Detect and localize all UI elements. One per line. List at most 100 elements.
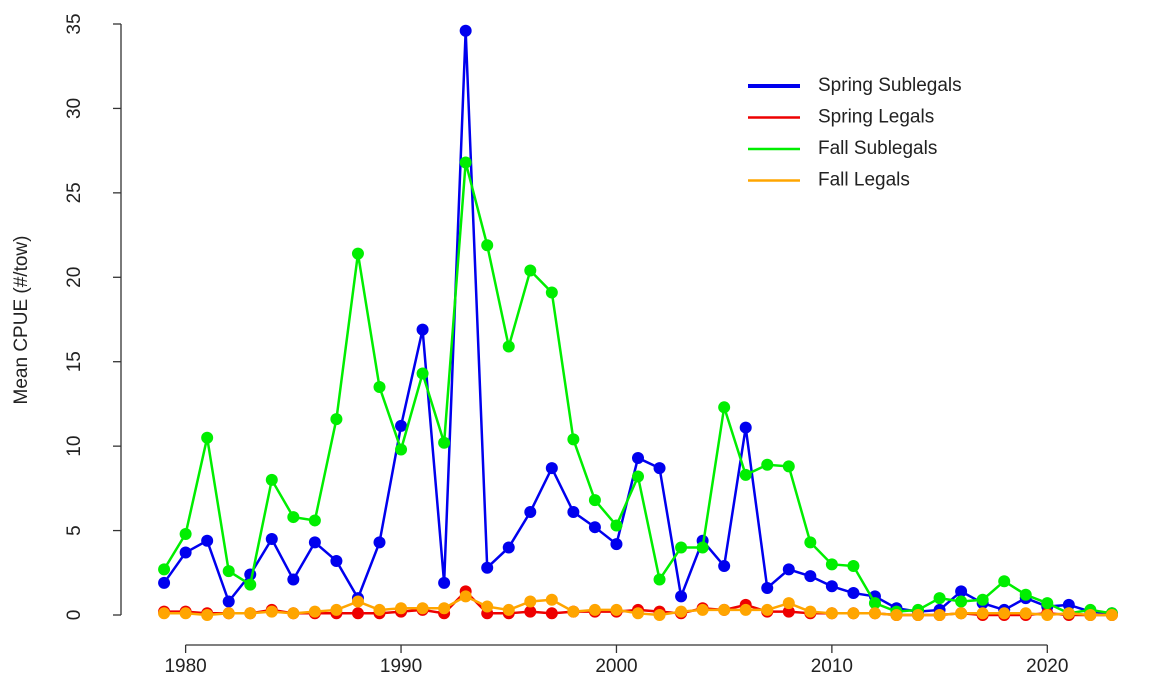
data-point — [588, 494, 601, 507]
data-point — [675, 590, 688, 603]
data-point — [502, 603, 515, 616]
data-point — [158, 576, 171, 589]
data-point — [481, 600, 494, 613]
data-point — [287, 573, 300, 586]
data-point — [567, 433, 580, 446]
data-point — [955, 595, 968, 608]
data-point — [847, 607, 860, 620]
data-point — [696, 541, 709, 554]
data-point — [718, 560, 731, 573]
data-point — [998, 607, 1011, 620]
data-point — [868, 597, 881, 610]
data-point — [416, 602, 429, 615]
data-point — [847, 560, 860, 573]
data-point — [632, 607, 644, 620]
data-point — [782, 563, 795, 576]
data-point — [933, 609, 946, 621]
data-point — [675, 541, 688, 554]
data-point — [545, 462, 558, 475]
data-point — [244, 607, 257, 620]
data-point — [179, 527, 192, 540]
y-tick-label: 15 — [64, 351, 85, 372]
data-point — [976, 607, 989, 620]
x-tick-label: 2000 — [595, 656, 637, 677]
data-point — [459, 156, 472, 169]
data-point — [825, 607, 838, 620]
data-point — [308, 514, 321, 527]
data-point — [265, 533, 278, 546]
data-point — [395, 443, 408, 456]
data-point — [545, 607, 558, 620]
data-point — [222, 565, 235, 578]
data-point — [201, 431, 214, 444]
data-point — [610, 538, 623, 551]
x-tick-label: 2010 — [811, 656, 853, 677]
data-point — [955, 585, 968, 598]
data-point — [739, 468, 752, 481]
y-tick-label: 5 — [64, 525, 85, 536]
data-point — [481, 239, 494, 252]
data-point — [804, 605, 817, 618]
data-point — [739, 603, 752, 616]
data-point — [1019, 607, 1032, 620]
data-point — [308, 536, 321, 549]
data-point — [179, 607, 192, 620]
data-point — [395, 602, 408, 615]
data-point — [653, 573, 666, 586]
data-point — [373, 381, 386, 394]
data-point — [567, 605, 580, 618]
data-point — [912, 609, 925, 621]
data-point — [1105, 609, 1118, 621]
data-point — [1084, 609, 1097, 621]
data-point — [244, 578, 257, 591]
data-point — [761, 581, 774, 594]
data-point — [998, 575, 1011, 588]
data-point — [330, 603, 343, 616]
data-point — [265, 605, 278, 618]
y-tick-label: 35 — [64, 13, 85, 34]
data-point — [502, 340, 515, 353]
data-point — [524, 595, 537, 608]
data-point — [782, 597, 795, 610]
y-tick-label: 30 — [64, 98, 85, 119]
x-tick-label: 2020 — [1026, 656, 1068, 677]
y-axis-label: Mean CPUE (#/tow) — [11, 236, 32, 405]
data-point — [351, 607, 364, 620]
data-point — [610, 519, 623, 532]
legend-label: Fall Legals — [818, 170, 910, 191]
data-point — [416, 323, 429, 336]
data-point — [761, 458, 774, 471]
data-point — [158, 563, 171, 576]
data-point — [373, 536, 386, 549]
data-point — [201, 609, 214, 621]
legend-label: Fall Sublegals — [818, 138, 937, 159]
data-point — [330, 554, 343, 567]
data-point — [1062, 598, 1075, 611]
y-tick-label: 0 — [64, 610, 85, 621]
data-point — [179, 546, 192, 559]
data-point — [782, 460, 795, 473]
data-point — [287, 511, 300, 524]
data-point — [588, 521, 601, 534]
data-point — [804, 570, 817, 583]
data-point — [416, 367, 429, 380]
data-point — [502, 541, 515, 554]
data-point — [222, 595, 235, 608]
data-point — [459, 590, 472, 603]
data-point — [976, 593, 989, 606]
data-point — [438, 436, 451, 449]
data-point — [287, 607, 300, 620]
data-point — [524, 605, 537, 618]
data-point — [222, 607, 235, 620]
data-point — [438, 576, 451, 589]
data-point — [653, 462, 666, 475]
y-tick-label: 20 — [64, 267, 85, 288]
data-point — [588, 603, 601, 616]
data-point — [890, 609, 903, 621]
y-tick-label: 10 — [64, 436, 85, 457]
data-point — [718, 603, 731, 616]
x-tick-label: 1990 — [380, 656, 422, 677]
data-point — [524, 264, 537, 277]
data-point — [696, 603, 709, 616]
